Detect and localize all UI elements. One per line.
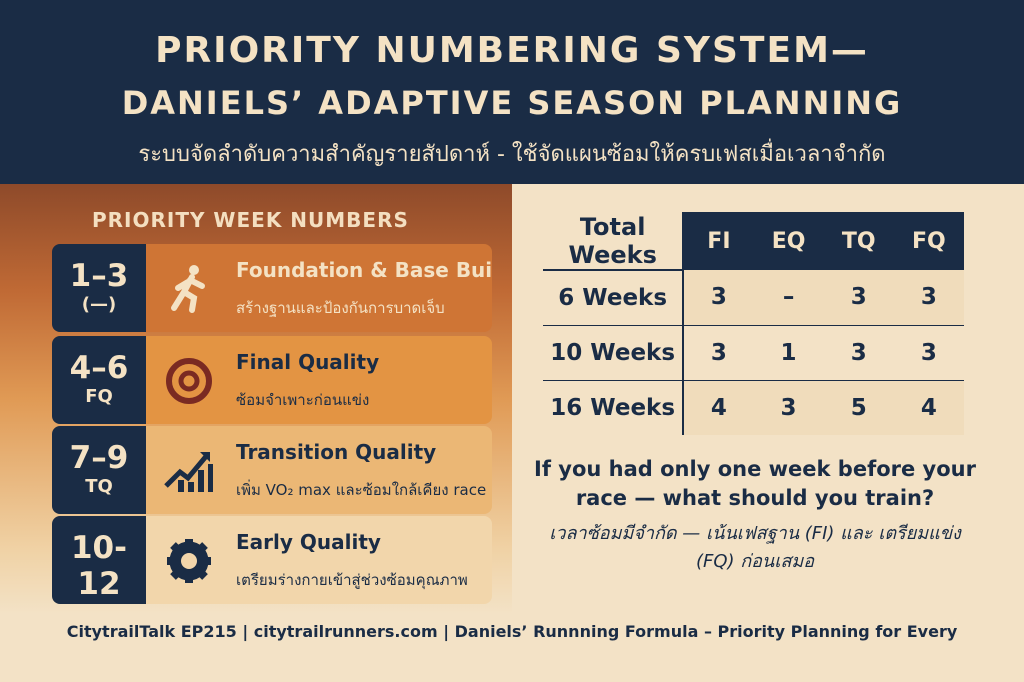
column-header: EQ <box>753 212 824 270</box>
week-code: EQ <box>52 602 146 604</box>
cell: 3 <box>683 270 754 326</box>
row-title: Foundation & Base Build <box>236 258 492 282</box>
cell: 4 <box>893 380 964 435</box>
panel-title: PRIORITY WEEK NUMBERS <box>92 208 409 232</box>
question: If you had only one week before your rac… <box>534 457 976 510</box>
week-range: 1–3 <box>69 258 129 294</box>
runner-icon <box>171 265 205 313</box>
priority-row: 1–3 (—) Foundation & Base Build สร้างฐานแ… <box>52 244 492 332</box>
week-range-box: 1–3 (—) <box>52 244 146 332</box>
row-subtitle: สร้างฐานและป้องกันการบาดเจ็บ <box>236 299 445 317</box>
table-row: 6 Weeks 3 – 3 3 <box>543 270 964 326</box>
question-thai: เวลาซ้อมมีจำกัด — เน้นเฟสฐาน (FI) และ เต… <box>549 523 961 572</box>
corner-header: Total Weeks <box>543 212 685 271</box>
subtitle: ระบบจัดลำดับความสำคัญรายสัปดาห์ - ใช้จัด… <box>138 142 886 167</box>
week-range-box: 10-12EQ <box>52 516 146 604</box>
cell: 4 <box>683 380 754 435</box>
cell: 3 <box>823 325 894 381</box>
row-title: Early Quality <box>236 530 381 554</box>
row-subtitle: เตรียมร่างกายเข้าสู่ช่วงซ้อมคุณภาพ <box>236 571 468 589</box>
row-label: 10 Weeks <box>543 325 685 381</box>
table-header: Total Weeks FI EQ TQ FQ <box>543 212 964 271</box>
week-range-box: 7–9 TQ <box>52 426 146 514</box>
growth-chart-icon <box>164 452 213 492</box>
column-header: FI <box>683 212 754 270</box>
week-code: TQ <box>85 476 113 497</box>
target-icon <box>166 358 212 404</box>
weeks-priority-table: Total Weeks FI EQ TQ FQ 6 Weeks 3 – 3 3 … <box>543 212 964 435</box>
cell: 3 <box>893 270 964 326</box>
header: PRIORITY NUMBERING SYSTEM— DANIELS’ ADAP… <box>0 0 1024 184</box>
row-subtitle: ซ้อมจำเพาะก่อนแข่ง <box>236 391 370 409</box>
row-label: 6 Weeks <box>543 270 685 326</box>
cell: 1 <box>753 325 824 381</box>
gear-icon <box>167 539 211 583</box>
cell: 5 <box>823 380 894 435</box>
cell: 3 <box>893 325 964 381</box>
table-row: 16 Weeks 4 3 5 4 <box>543 380 964 435</box>
week-range: 4–6 <box>69 350 129 386</box>
row-title: Transition Quality <box>236 440 437 464</box>
week-code: (—) <box>81 294 117 315</box>
title-line-1: PRIORITY NUMBERING SYSTEM— <box>155 30 869 71</box>
priority-row: 10-12EQ Early Quality เตรียมร่างกายเข้าส… <box>52 516 492 604</box>
column-header: FQ <box>893 212 964 270</box>
week-range: 7–9 <box>69 440 129 476</box>
table-row: 10 Weeks 3 1 3 3 <box>543 325 964 381</box>
week-range: 10-12 <box>70 530 127 602</box>
row-label: 16 Weeks <box>543 380 685 435</box>
row-subtitle: เพิ่ม VO₂ max และซ้อมใกล้เคียง race <box>236 481 487 499</box>
cell: 3 <box>683 325 754 381</box>
row-title: Final Quality <box>236 350 380 374</box>
footer: CitytrailTalk EP215 | citytrailrunners.c… <box>0 614 1024 682</box>
priority-row: 7–9 TQ Transition Quality เพิ่ม VO₂ max แ… <box>52 426 492 514</box>
priority-row: 4–6 FQ Final Quality ซ้อมจำเพาะก่อนแข่ง <box>52 336 492 424</box>
column-header: TQ <box>823 212 894 270</box>
week-code: FQ <box>85 386 113 407</box>
cell: 3 <box>823 270 894 326</box>
cell: – <box>753 270 824 326</box>
week-range-box: 4–6 FQ <box>52 336 146 424</box>
priority-week-panel: PRIORITY WEEK NUMBERS 1–3 (—) Foundation … <box>0 184 512 614</box>
title-line-2: DANIELS’ ADAPTIVE SEASON PLANNING <box>121 84 903 122</box>
cell: 3 <box>753 380 824 435</box>
